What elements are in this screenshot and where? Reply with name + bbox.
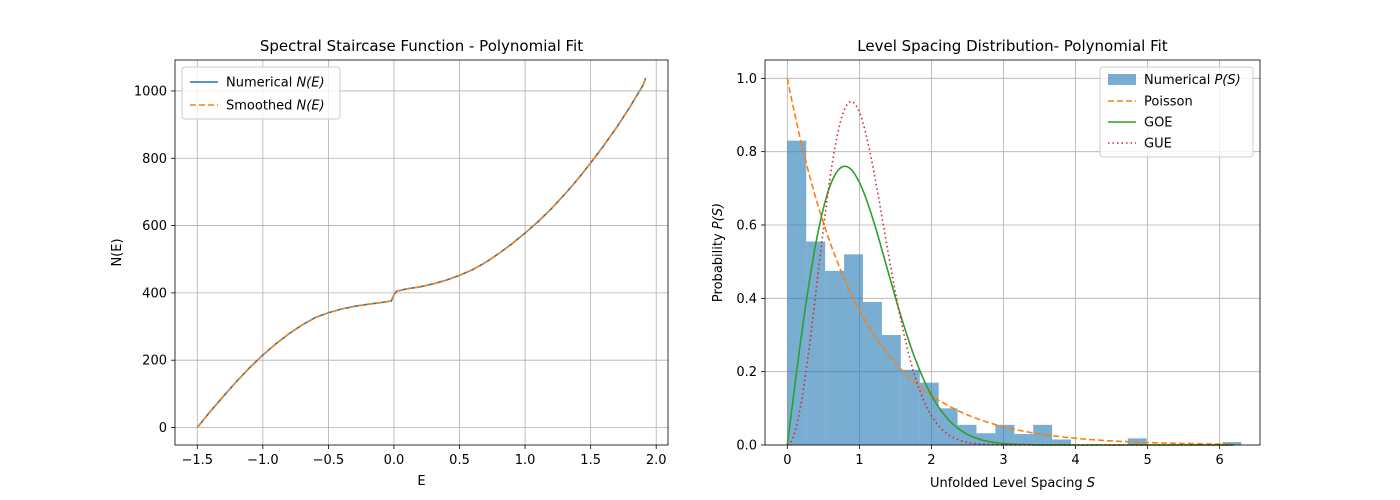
histogram-bar (881, 335, 901, 445)
legend-label: GUE (1144, 137, 1172, 152)
x-tick-label: 2 (927, 453, 935, 468)
y-tick-label: 0 (159, 421, 167, 436)
legend-label: Numerical P(S) (1144, 73, 1241, 88)
legend: Numerical P(S) Poisson GOE GUE (1099, 66, 1254, 158)
histogram-bar (1014, 434, 1034, 445)
plot-frame (764, 59, 1261, 446)
histogram-bar (825, 270, 845, 445)
histogram-bar (995, 424, 1015, 445)
y-tick-label: 0.8 (736, 145, 757, 160)
x-tick-label: 3 (999, 453, 1007, 468)
curve-poisson (786, 78, 1235, 446)
histogram-bar (1052, 439, 1072, 445)
histogram-bar (900, 369, 920, 445)
y-axis-label: N(E) (110, 238, 125, 266)
histogram-bar (1222, 442, 1242, 445)
level-spacing-chart: 0 1 2 3 4 5 6 0.0 0.2 0.4 0.6 0.8 1.0 Level Spacing D… (711, 37, 1261, 491)
plot-frame (174, 59, 669, 446)
x-axis-label: E (417, 474, 425, 489)
x-tick-label: −1.5 (182, 453, 214, 468)
x-tick-label: 0.5 (449, 453, 470, 468)
y-tick-label: 0.4 (736, 292, 757, 307)
chart-title: Level Spacing Distribution- Polynomial F… (857, 37, 1168, 55)
x-tick-label: 1.5 (580, 453, 601, 468)
y-tick-label: 200 (142, 354, 167, 369)
x-tick-label: −1.0 (247, 453, 279, 468)
legend-box (181, 66, 341, 120)
y-tick-label: 600 (142, 219, 167, 234)
y-tick-label: 1000 (134, 84, 167, 99)
y-tick-label: 0.0 (736, 439, 757, 454)
histogram-bar (938, 408, 958, 445)
legend-label: GOE (1144, 116, 1173, 131)
y-tick-label: 800 (142, 152, 167, 167)
staircase-chart: −1.5 −1.0 −0.5 0.0 0.5 1.0 1.5 2.0 0 200 400 600 800… (110, 37, 669, 489)
histogram-bar (1033, 424, 1053, 445)
x-tick-label: 4 (1071, 453, 1079, 468)
legend-box (1099, 66, 1254, 158)
legend: Numerical N(E) Smoothed N(E) (181, 66, 341, 120)
series-line (196, 77, 647, 429)
x-tick-label: −0.5 (313, 453, 345, 468)
x-tick-label: 0 (783, 453, 791, 468)
chart-title: Spectral Staircase Function - Polynomial… (260, 37, 583, 55)
y-tick-label: 0.6 (736, 219, 757, 234)
histogram-bar (862, 302, 882, 445)
legend-swatch (1108, 74, 1136, 85)
x-tick-label: 2.0 (646, 453, 667, 468)
x-tick-label: 5 (1143, 453, 1151, 468)
histogram-bar (806, 241, 826, 445)
y-tick-label: 1.0 (736, 72, 757, 87)
y-tick-label: 0.2 (736, 365, 757, 380)
legend-label: Numerical N(E) (226, 76, 325, 91)
x-tick-label: 0.0 (384, 453, 405, 468)
legend-label: Poisson (1144, 95, 1193, 110)
y-tick-label: 400 (142, 286, 167, 301)
histogram-bar (844, 254, 863, 445)
x-axis-label: Unfolded Level Spacing S (930, 476, 1095, 491)
x-tick-label: 1 (855, 453, 863, 468)
x-tick-label: 6 (1216, 453, 1224, 468)
histogram-bar (787, 140, 807, 445)
x-tick-label: 1.0 (515, 453, 536, 468)
legend-label: Smoothed N(E) (226, 99, 325, 114)
series-line (196, 77, 647, 429)
y-axis-label: Probability P(S) (711, 203, 726, 302)
histogram-bar (976, 433, 996, 445)
